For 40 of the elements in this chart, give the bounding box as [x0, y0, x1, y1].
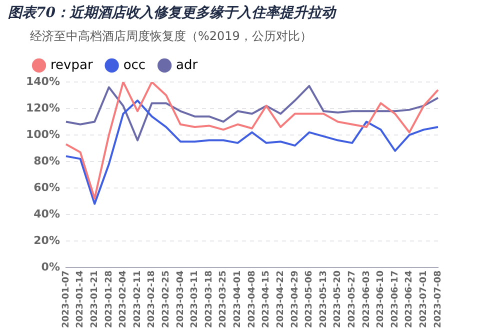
x-tick-label: 2023-03-25: [218, 270, 229, 328]
x-tick-label: 2023-03-04: [176, 270, 186, 328]
y-tick-label: 20%: [34, 234, 60, 247]
x-tick-label: 2023-02-25: [161, 270, 172, 328]
y-tick-label: 40%: [34, 207, 60, 220]
x-tick-label: 2023-01-14: [76, 270, 86, 328]
x-tick-label: 2023-06-10: [376, 270, 386, 328]
x-tick-label: 2023-07-01: [419, 270, 430, 328]
x-tick-label: 2023-05-20: [333, 270, 344, 328]
y-tick-label: 140%: [26, 74, 60, 88]
x-tick-label: 2023-06-03: [362, 270, 372, 328]
y-tick-label: 100%: [26, 128, 60, 141]
chart-title: 图表70：近期酒店收入修复更多缘于入住率提升拉动: [7, 4, 338, 23]
y-tick-label: 0%: [41, 260, 60, 274]
x-tick-label: 2023-06-24: [404, 270, 415, 328]
legend-label: revpar: [50, 58, 94, 73]
x-tick-label: 2023-04-08: [247, 270, 258, 328]
x-tick-label: 2023-01-07: [61, 270, 72, 328]
x-tick-label: 2023-05-06: [304, 270, 315, 328]
x-tick-label: 2023-04-01: [233, 270, 244, 328]
x-tick-label: 2023-07-08: [433, 270, 444, 328]
legend-label: adr: [176, 58, 198, 73]
x-tick-label: 2023-06-17: [390, 270, 400, 328]
y-tick-label: 60%: [34, 180, 60, 194]
x-tick-label: 2023-02-11: [132, 270, 143, 328]
x-tick-label: 2023-03-18: [204, 270, 214, 328]
x-tick-label: 2023-02-18: [147, 270, 158, 328]
x-tick-label: 2023-04-22: [276, 270, 286, 328]
legend-label: occ: [123, 58, 146, 73]
x-tick-label: 2023-05-13: [318, 270, 329, 328]
x-tick-label: 2023-03-11: [190, 270, 200, 328]
x-tick-label: 2023-01-28: [104, 270, 114, 328]
x-tick-label: 2023-02-04: [118, 270, 129, 328]
x-tick-label: 2023-04-15: [262, 270, 272, 328]
x-tick-label: 2023-01-21: [90, 270, 100, 328]
chart-subtitle: 经济至中高档酒店周度恢复度（%2019，公历对比）: [29, 28, 313, 45]
x-tick-label: 2023-05-27: [347, 270, 358, 328]
x-tick-label: 2023-04-29: [290, 270, 300, 328]
y-tick-label: 80%: [34, 154, 60, 168]
y-tick-label: 120%: [26, 101, 60, 114]
